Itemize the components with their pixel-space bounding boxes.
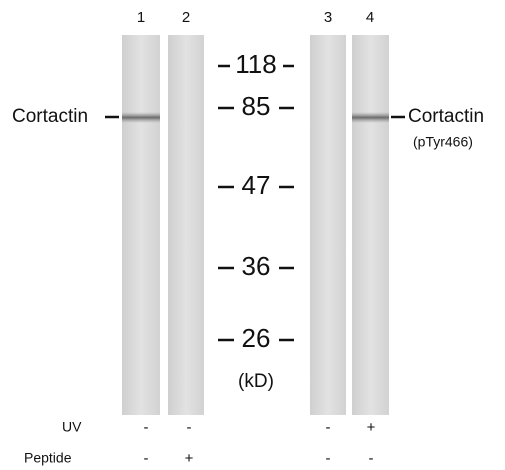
lane-number: 1 [137, 9, 145, 26]
marker: 26 [242, 323, 271, 353]
markers: 118 85 47 36 26 (kD) [218, 49, 294, 392]
sign: + [185, 450, 194, 467]
lane-number: 3 [324, 9, 332, 26]
band [352, 112, 389, 123]
marker: 36 [242, 251, 271, 281]
lane [352, 35, 389, 415]
row-label: UV [62, 419, 82, 435]
lane-number: 4 [366, 9, 374, 26]
right-label-site: (pTyr466) [413, 134, 473, 150]
lane [310, 35, 346, 415]
sign: - [144, 450, 149, 467]
sign: - [187, 419, 192, 436]
sign: - [144, 419, 149, 436]
sign: + [367, 419, 376, 436]
row-label: Peptide [24, 450, 72, 466]
marker: 118 [235, 49, 276, 79]
marker: 85 [242, 91, 271, 121]
band [122, 112, 160, 123]
sign: - [326, 419, 331, 436]
left-label: Cortactin [12, 106, 88, 127]
lane-number: 2 [182, 9, 190, 26]
marker: 47 [242, 170, 271, 200]
lane [122, 35, 160, 415]
blot-figure: 1 2 3 4 118 85 47 36 26 (kD) Cortactin C… [0, 0, 505, 470]
right-label: Cortactin [408, 106, 484, 127]
lane [168, 35, 204, 415]
unit: (kD) [238, 371, 274, 392]
sign: - [369, 450, 374, 467]
sign: - [326, 450, 331, 467]
